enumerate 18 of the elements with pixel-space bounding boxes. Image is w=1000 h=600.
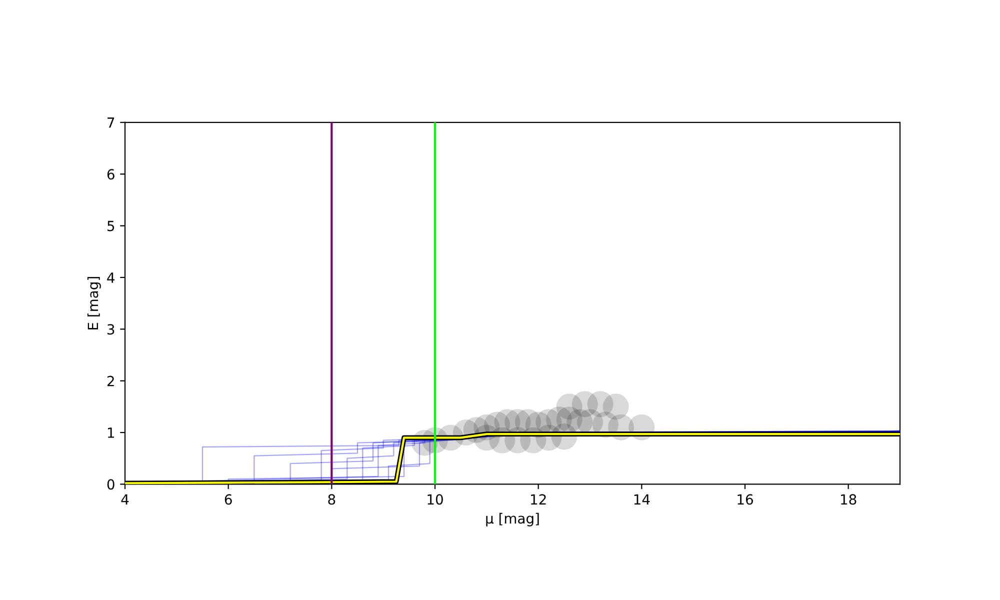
y-tick-label: 3: [108, 324, 114, 335]
y-axis-title: E [mag]: [87, 277, 101, 330]
x-tick-label: 16: [738, 494, 753, 505]
x-tick-label: 10: [428, 494, 443, 505]
y-tick-label: 2: [107, 376, 114, 386]
y-tick-label: 5: [108, 220, 114, 232]
y-tick-label: 0: [107, 479, 114, 490]
y-tick-label: 7: [108, 118, 114, 128]
x-axis-title: μ [mag]: [486, 512, 539, 526]
x-tick-label: 6: [224, 494, 232, 505]
x-tick-label: 18: [841, 494, 856, 505]
y-tick-label: 6: [107, 169, 114, 180]
x-tick-label: 8: [328, 494, 336, 505]
x-tick-label: 4: [121, 494, 129, 504]
x-tick-label: 12: [531, 494, 546, 504]
x-tick-label: 14: [634, 494, 650, 504]
y-tick-label: 4: [107, 272, 114, 283]
y-tick-label: 1: [108, 428, 114, 438]
